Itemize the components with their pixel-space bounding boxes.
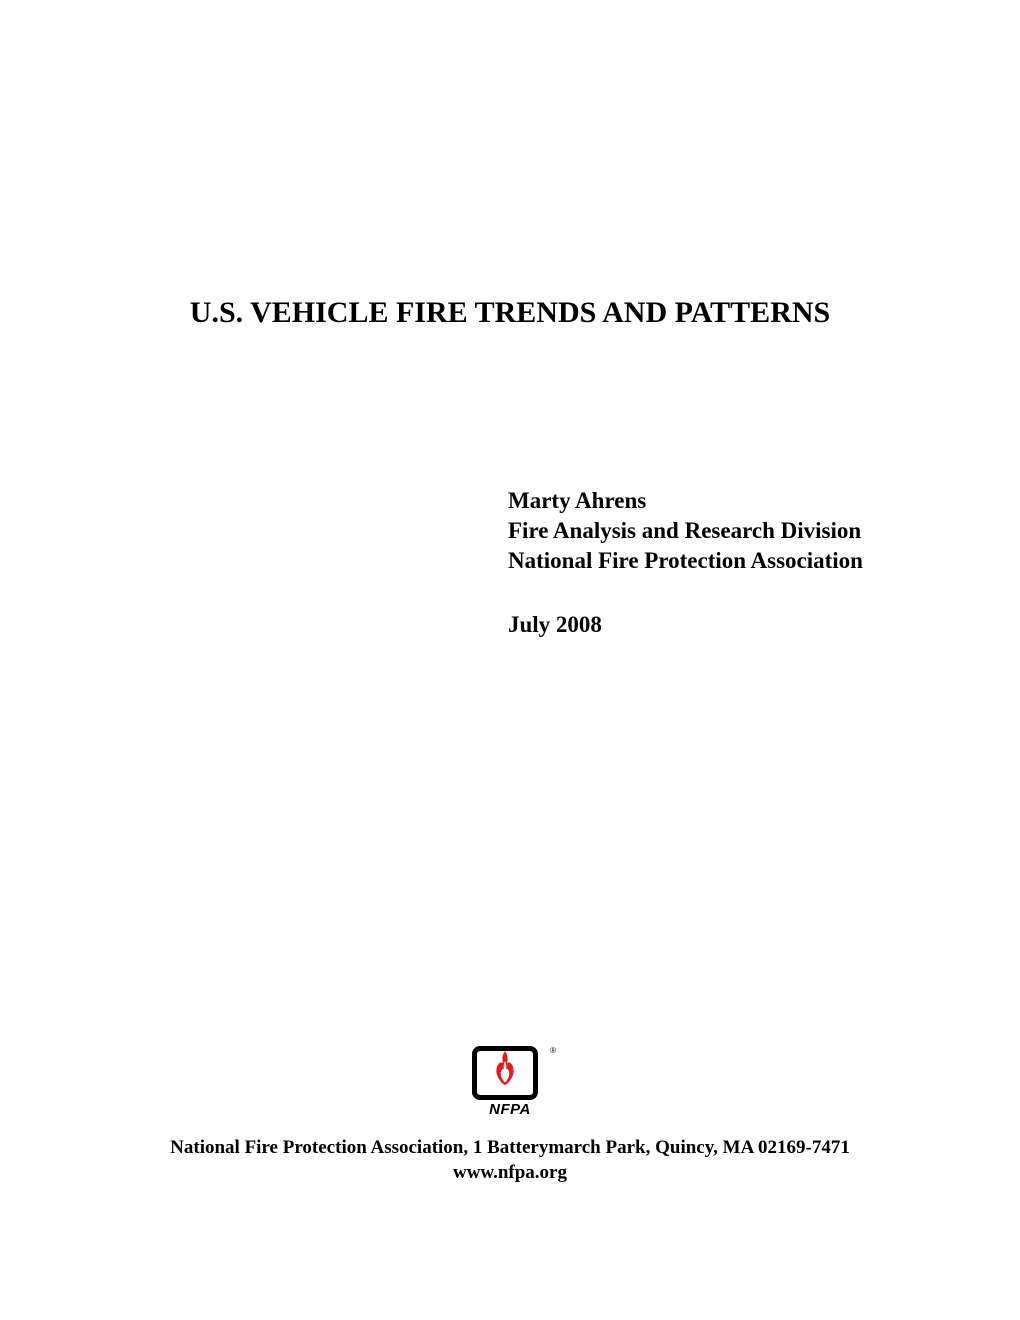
registered-mark: ® bbox=[550, 1046, 556, 1055]
publication-date: July 2008 bbox=[508, 612, 602, 638]
nfpa-logo: NFPA ® bbox=[472, 1046, 548, 1116]
author-division: Fire Analysis and Research Division bbox=[508, 516, 863, 546]
flame-icon bbox=[491, 1049, 519, 1087]
logo-container: NFPA ® bbox=[0, 1046, 1020, 1116]
logo-frame bbox=[472, 1046, 538, 1100]
footer-address: National Fire Protection Association, 1 … bbox=[0, 1136, 1020, 1161]
document-title: U.S. VEHICLE FIRE TRENDS AND PATTERNS bbox=[0, 296, 1020, 330]
author-organization: National Fire Protection Association bbox=[508, 546, 863, 576]
author-block: Marty Ahrens Fire Analysis and Research … bbox=[508, 486, 863, 576]
author-name: Marty Ahrens bbox=[508, 486, 863, 516]
footer-block: National Fire Protection Association, 1 … bbox=[0, 1136, 1020, 1185]
logo-text: NFPA bbox=[487, 1101, 533, 1118]
footer-website: www.nfpa.org bbox=[0, 1161, 1020, 1186]
